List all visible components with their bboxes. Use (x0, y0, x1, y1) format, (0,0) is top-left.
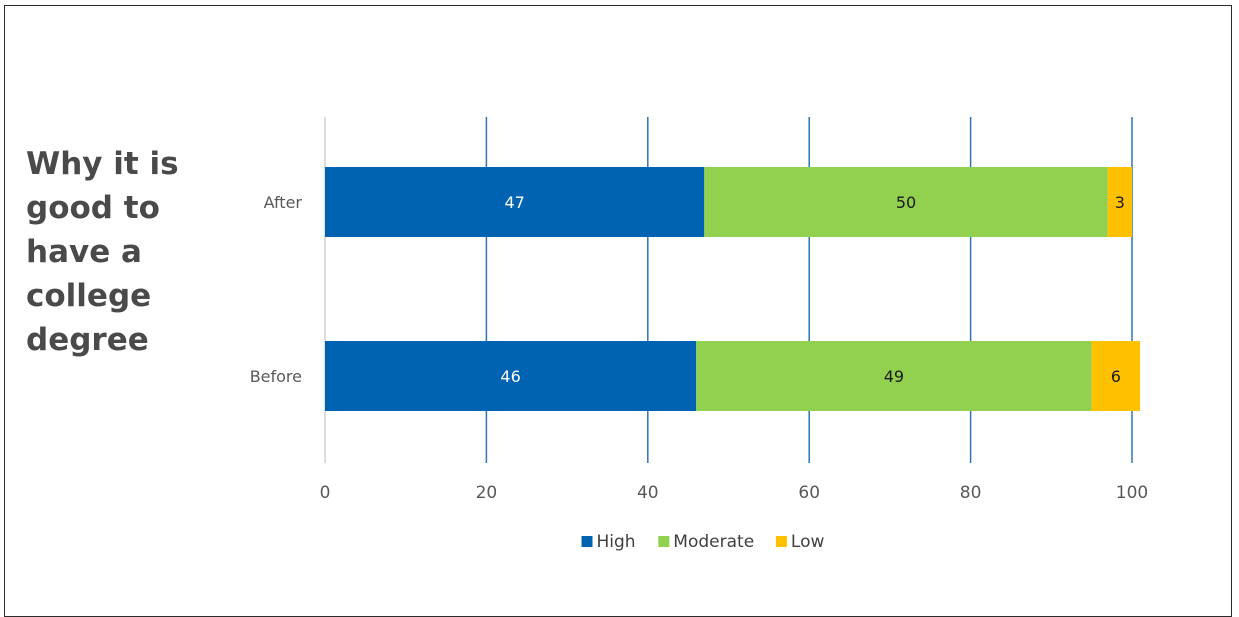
legend-label: High (597, 532, 636, 552)
legend-label: Moderate (673, 532, 754, 552)
legend-swatch (775, 536, 787, 547)
bars (325, 167, 1141, 411)
x-tick-label: 20 (476, 483, 498, 503)
data-label: 6 (1111, 367, 1121, 386)
legend: High Moderate Low (581, 532, 825, 552)
bar-high (325, 167, 705, 237)
category-label: After (264, 193, 303, 212)
data-labels: 47 50 3 46 49 6 (500, 193, 1125, 386)
data-label: 49 (884, 367, 904, 386)
legend-swatch (581, 536, 593, 547)
bar-low (1091, 341, 1141, 411)
x-tick-label: 100 (1116, 483, 1148, 503)
x-tick-label: 0 (320, 483, 331, 503)
bar-low (1107, 167, 1132, 237)
legend-swatch (658, 536, 670, 547)
data-label: 47 (504, 193, 524, 212)
data-label: 3 (1115, 193, 1125, 212)
category-label: Before (250, 367, 302, 386)
data-label: 50 (896, 193, 916, 212)
x-tick-label: 40 (637, 483, 659, 503)
x-tick-label: 60 (798, 483, 820, 503)
data-label: 46 (500, 367, 520, 386)
chart-title: Why it is good to have a college degree (26, 146, 179, 358)
axes: 0 20 40 60 80 100 After Before (250, 193, 1149, 503)
bar-moderate (696, 341, 1092, 411)
x-tick-label: 80 (960, 483, 982, 503)
legend-label: Low (791, 532, 825, 552)
bar-moderate (704, 167, 1108, 237)
bar-high (325, 341, 697, 411)
chart-frame (4, 5, 1232, 617)
